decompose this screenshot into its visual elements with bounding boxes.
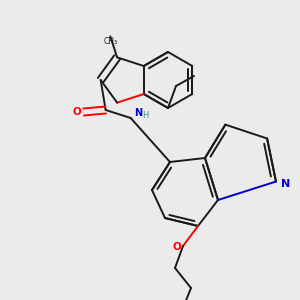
Text: N: N: [281, 178, 290, 189]
Text: N: N: [134, 108, 142, 118]
Text: O: O: [72, 107, 81, 117]
Text: H: H: [142, 110, 148, 119]
Text: CH₃: CH₃: [103, 38, 117, 46]
Text: O: O: [172, 242, 182, 252]
